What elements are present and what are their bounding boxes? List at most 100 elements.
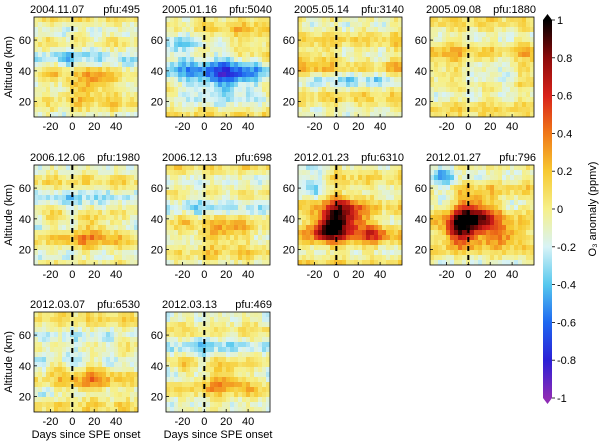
heatmap-cell	[382, 57, 387, 63]
heatmap-cell	[170, 180, 175, 186]
heatmap-cell	[238, 190, 243, 196]
heatmap-cell	[526, 205, 531, 211]
heatmap-cell	[362, 82, 367, 88]
heatmap-cell	[54, 347, 59, 353]
heatmap-cell	[174, 347, 179, 353]
heatmap-cell	[66, 347, 71, 353]
heatmap-cell	[358, 170, 363, 176]
heatmap-cell	[222, 220, 227, 226]
heatmap-cell	[246, 62, 251, 68]
heatmap-cell	[330, 112, 335, 117]
heatmap-cell	[58, 235, 63, 241]
heatmap-cell	[174, 82, 179, 88]
heatmap-cell	[94, 347, 99, 353]
heatmap-cell	[350, 112, 355, 117]
heatmap-cell	[302, 250, 307, 256]
heatmap-cell	[98, 342, 103, 348]
heatmap-cell	[450, 52, 455, 58]
heatmap-cell	[134, 52, 138, 58]
heatmap-cell	[174, 185, 179, 191]
panel-pfu: pfu:1880	[493, 4, 536, 16]
heatmap-cell	[50, 372, 55, 378]
heatmap-cell	[450, 165, 455, 171]
heatmap-cell	[494, 225, 499, 231]
heatmap-cell	[102, 205, 107, 211]
heatmap-cell	[506, 67, 511, 73]
heatmap-cell	[530, 107, 534, 113]
heatmap-cell	[450, 62, 455, 68]
heatmap-cell	[342, 190, 347, 196]
heatmap-cell	[450, 42, 455, 48]
heatmap-cell	[110, 67, 115, 73]
heatmap-cell	[314, 47, 319, 53]
heatmap-cell	[202, 67, 207, 73]
heatmap-cell	[514, 97, 519, 103]
heatmap-cell	[50, 382, 55, 388]
heatmap-cell	[70, 362, 75, 368]
heatmap-cell	[90, 317, 95, 323]
heatmap-cell	[78, 185, 83, 191]
heatmap-cell	[126, 67, 131, 73]
heatmap-cell	[58, 165, 63, 171]
heatmap-cell	[78, 327, 83, 333]
heatmap-cell	[186, 57, 191, 63]
heatmap-cell	[490, 260, 495, 265]
heatmap-cell	[234, 102, 239, 108]
heatmap-cell	[522, 215, 527, 221]
heatmap-cell	[454, 87, 459, 93]
heatmap-cell	[354, 210, 359, 216]
heatmap-cell	[66, 387, 71, 393]
heatmap-cell	[218, 37, 223, 43]
heatmap-cell	[486, 27, 491, 33]
heatmap-cell	[338, 22, 343, 28]
heatmap-cell	[458, 87, 463, 93]
heatmap-cell	[46, 72, 51, 78]
heatmap-cell	[182, 245, 187, 251]
heatmap-cell	[94, 407, 99, 412]
heatmap-cell	[90, 372, 95, 378]
heatmap-cell	[98, 195, 103, 201]
heatmap-cell	[178, 200, 183, 206]
heatmap-cell	[62, 347, 67, 353]
heatmap-cell	[386, 165, 391, 171]
heatmap-cell	[62, 327, 67, 333]
heatmap-cell	[386, 225, 391, 231]
heatmap-cell	[442, 190, 447, 196]
heatmap-cell	[310, 225, 315, 231]
heatmap-cell	[234, 250, 239, 256]
heatmap-cell	[254, 190, 259, 196]
heatmap-cell	[474, 87, 479, 93]
heatmap-cell	[298, 190, 303, 196]
heatmap-cell	[114, 62, 119, 68]
heatmap-cell	[358, 37, 363, 43]
heatmap-cell	[86, 37, 91, 43]
heatmap-cell	[82, 225, 87, 231]
heatmap-cell	[174, 47, 179, 53]
heatmap-cell	[38, 382, 43, 388]
heatmap-cell	[206, 92, 211, 98]
heatmap-cell	[190, 52, 195, 58]
heatmap-cell	[442, 230, 447, 236]
heatmap-cell	[514, 260, 519, 265]
heatmap-cell	[54, 72, 59, 78]
heatmap-field	[34, 17, 138, 117]
heatmap-cell	[318, 27, 323, 33]
heatmap-cell	[178, 387, 183, 393]
heatmap-cell	[322, 27, 327, 33]
heatmap-cell	[110, 387, 115, 393]
heatmap-cell	[74, 342, 79, 348]
heatmap-cell	[306, 112, 311, 117]
heatmap-cell	[310, 42, 315, 48]
heatmap-cell	[46, 332, 51, 338]
heatmap-cell	[258, 165, 263, 171]
heatmap-cell	[218, 215, 223, 221]
heatmap-cell	[86, 62, 91, 68]
heatmap-cell	[102, 317, 107, 323]
heatmap-cell	[522, 255, 527, 261]
heatmap-cell	[218, 42, 223, 48]
heatmap-cell	[98, 42, 103, 48]
heatmap-cell	[530, 240, 534, 246]
heatmap-cell	[170, 260, 175, 265]
heatmap-cell	[454, 230, 459, 236]
